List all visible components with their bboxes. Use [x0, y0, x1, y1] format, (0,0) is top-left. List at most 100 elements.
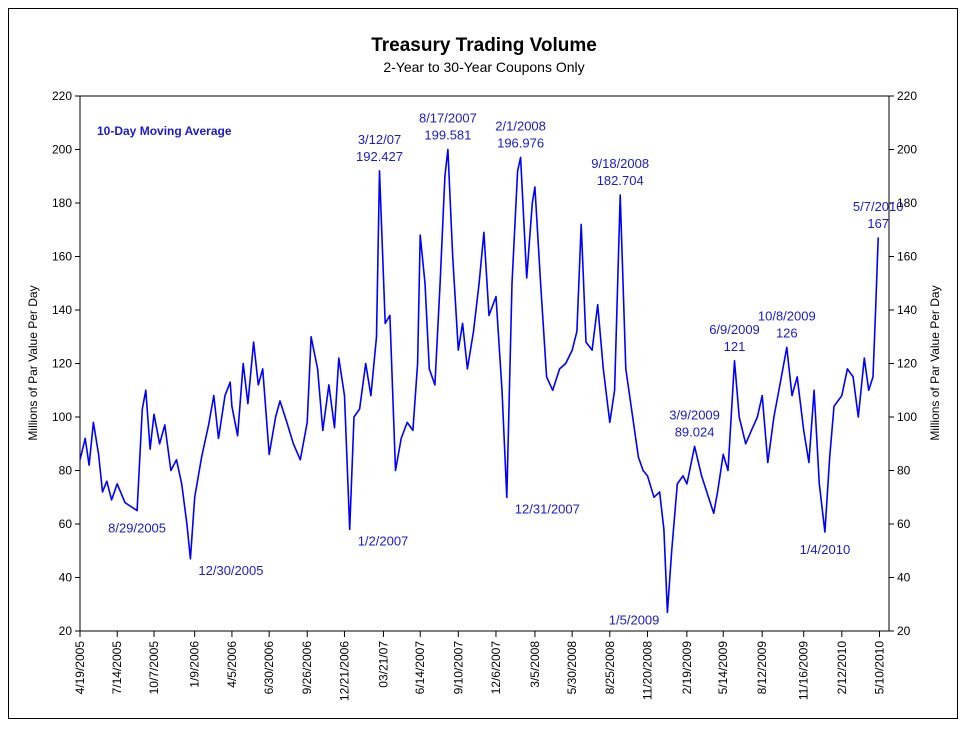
series-point: [540, 282, 542, 284]
series-point: [384, 322, 386, 324]
y-tick-label-right: 120: [897, 357, 917, 371]
series-point: [663, 528, 665, 531]
series-point: [808, 461, 810, 464]
y-tick-label-left: 80: [59, 464, 73, 478]
series-point: [224, 395, 226, 397]
series-point: [713, 512, 715, 514]
y-tick-label-right: 180: [897, 196, 917, 210]
series-point: [534, 186, 536, 188]
y-tick-label-left: 200: [52, 143, 72, 157]
series-point: [159, 443, 161, 445]
x-tick-label: 8/25/2008: [603, 641, 617, 695]
y-tick-label-left: 40: [59, 571, 73, 585]
series-point: [576, 330, 578, 332]
series-point: [863, 357, 865, 359]
series-point: [517, 170, 519, 172]
series-point: [88, 464, 90, 466]
series-point: [565, 362, 567, 365]
y-tick-label-right: 100: [897, 410, 917, 424]
series-group: [79, 148, 879, 614]
series-point: [646, 475, 649, 477]
series-point: [92, 421, 94, 423]
x-tick-label: 10/7/2005: [147, 641, 161, 695]
series-point: [181, 483, 183, 485]
series-point: [546, 376, 548, 378]
annotation-label: 1/4/2010: [800, 542, 851, 557]
y-axis-label-right: Millions of Par Value Per Day: [928, 285, 942, 440]
series-point: [164, 424, 166, 426]
series-point: [472, 330, 475, 332]
series-point: [412, 429, 414, 431]
series-point: [247, 403, 249, 405]
series-point: [338, 357, 340, 359]
series-point: [756, 416, 759, 418]
annotation-label: 199.581: [424, 128, 471, 143]
series-point: [773, 416, 775, 418]
y-tick-label-left: 120: [52, 357, 72, 371]
x-tick-label: 6/30/2006: [262, 641, 276, 695]
series-point: [275, 416, 277, 418]
annotation-label: 121: [724, 339, 746, 354]
series-point: [257, 384, 259, 386]
series-point: [796, 376, 798, 378]
annotation-label: 9/18/2008: [591, 156, 649, 171]
series-point: [170, 469, 172, 472]
y-tick-label-right: 60: [897, 517, 911, 531]
annotation-label: 12/31/2007: [515, 501, 580, 516]
y-tick-label-left: 180: [52, 196, 72, 210]
y-tick-label-right: 160: [897, 250, 917, 264]
series-point: [761, 395, 763, 397]
series-point: [846, 368, 849, 370]
x-ticks: 4/19/2005 7/14/2005 10/7/2005 1/9/2006 4/5/2…: [73, 631, 886, 701]
series-point: [217, 437, 220, 439]
series-point: [231, 405, 233, 407]
series-point: [701, 475, 703, 477]
y-tick-label-right: 220: [897, 89, 917, 103]
annotation-label: 3/12/07: [358, 132, 401, 147]
series-point: [365, 362, 367, 365]
series-point: [462, 322, 464, 324]
x-tick-label: 12/6/2007: [489, 641, 503, 695]
series-point: [745, 443, 747, 445]
series-point: [349, 528, 351, 531]
annotation-label: 8/29/2005: [108, 521, 166, 536]
series-point: [717, 491, 719, 493]
series-point: [213, 395, 215, 397]
series-point: [824, 531, 826, 533]
series-point: [279, 400, 281, 402]
series-point: [686, 483, 688, 485]
series-point: [201, 456, 203, 458]
series-point: [637, 456, 640, 458]
legend-label: 10-Day Moving Average: [97, 124, 232, 138]
y-tick-label-left: 60: [59, 517, 73, 531]
x-tick-label: 9/10/2007: [451, 641, 465, 695]
annotation-label: 196.976: [497, 136, 544, 151]
series-point: [186, 523, 188, 525]
series-point: [447, 148, 449, 151]
series-point: [317, 368, 319, 370]
x-tick-label: 11/16/2009: [797, 641, 811, 700]
x-tick-label: 2/19/2009: [680, 641, 694, 695]
y-tick-label-right: 80: [897, 464, 911, 478]
series-point: [659, 491, 661, 493]
series-point: [791, 395, 793, 397]
y-ticks: 20 20 40 40 60 60 80 80 100 100 120 120 140 140 160 160…: [52, 89, 917, 638]
series-point: [614, 389, 616, 391]
plot-area: [79, 95, 890, 632]
chart-title: Treasury Trading Volume: [371, 35, 597, 56]
x-tick-label: 8/12/2009: [755, 641, 769, 695]
x-tick-label: 5/10/2010: [872, 641, 886, 695]
y-tick-label-left: 160: [52, 250, 72, 264]
series-point: [424, 282, 426, 284]
series-point: [653, 496, 655, 498]
x-tick-label: 2/12/2010: [835, 641, 849, 695]
series-point: [84, 437, 86, 439]
series-point: [375, 336, 378, 338]
series-point: [872, 376, 874, 378]
series-point: [189, 558, 191, 560]
series-point: [111, 499, 113, 501]
series-point: [124, 502, 126, 504]
series-point: [106, 480, 108, 482]
series-point: [452, 255, 454, 258]
series-point: [286, 421, 288, 423]
